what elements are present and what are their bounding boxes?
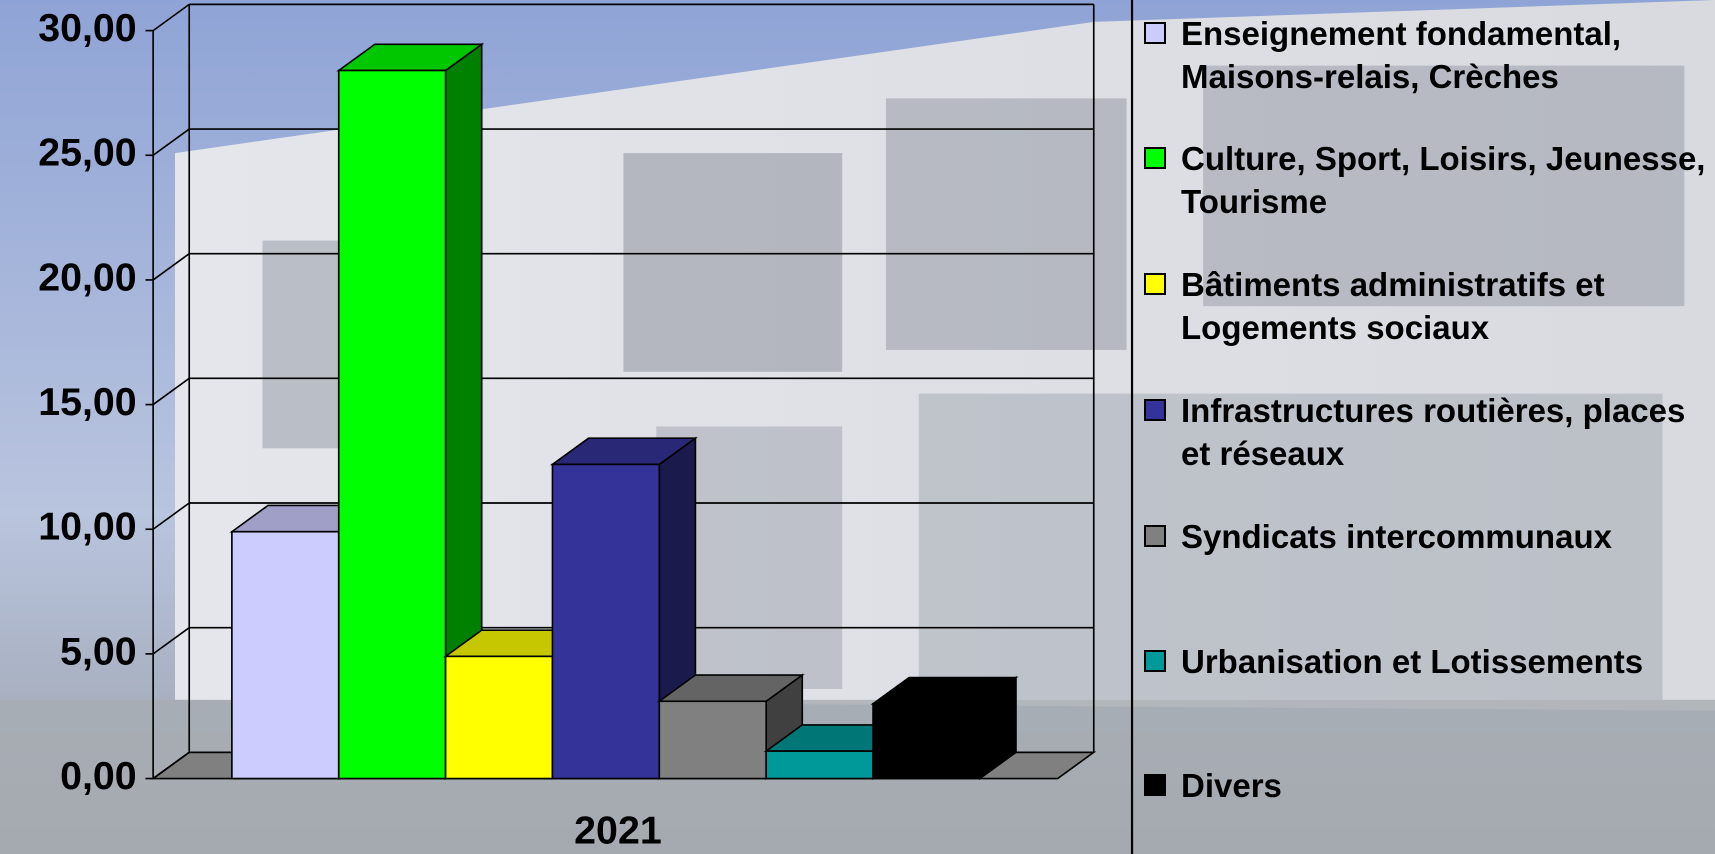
grid-line — [152, 253, 190, 281]
legend-swatch — [1144, 399, 1166, 421]
grid-line — [152, 3, 190, 32]
bar — [656, 673, 805, 781]
legend-swatch — [1144, 22, 1166, 44]
bars — [229, 42, 1019, 781]
grid-line — [152, 377, 190, 406]
y-tick-label: 25,00 — [38, 131, 137, 175]
bar-front — [231, 530, 340, 780]
x-tick-label: 2021 — [574, 809, 662, 853]
bar-front — [444, 655, 554, 780]
y-tick-label: 20,00 — [38, 255, 137, 299]
y-tick-label: 0,00 — [60, 754, 137, 798]
legend-swatch — [1144, 525, 1166, 547]
legend-swatch — [1144, 273, 1166, 295]
legend-label: Infrastructures routières, places et rés… — [1181, 392, 1686, 472]
legend-label: Urbanisation et Lotissements — [1181, 643, 1644, 680]
bar — [870, 675, 1019, 781]
legend-label: Bâtiments administratifs et Logements so… — [1181, 266, 1605, 346]
bar — [549, 436, 698, 781]
bar-front — [765, 750, 874, 780]
bar-front — [658, 700, 767, 780]
grid-line — [152, 751, 190, 780]
bar-front — [551, 463, 661, 780]
bar-front — [337, 69, 447, 780]
grid-line — [152, 128, 190, 156]
legend-swatch — [1144, 147, 1166, 169]
y-tick-label: 30,00 — [38, 6, 137, 50]
grid-line — [152, 626, 190, 655]
bar — [336, 42, 485, 781]
legend-swatch — [1144, 774, 1166, 796]
legend-label: Culture, Sport, Loisirs, Jeunesse, Touri… — [1181, 140, 1706, 220]
legend: Enseignement fondamental, Maisons-relais… — [1140, 0, 1715, 854]
legend-label: Enseignement fondamental, Maisons-relais… — [1181, 15, 1622, 95]
bar-front — [872, 702, 981, 780]
y-tick-label: 15,00 — [38, 380, 137, 424]
y-tick-label: 5,00 — [60, 629, 137, 673]
legend-label: Divers — [1181, 767, 1282, 804]
legend-swatch — [1144, 650, 1166, 672]
grid-line — [152, 502, 190, 530]
y-tick-label: 10,00 — [38, 505, 137, 549]
legend-label: Syndicats intercommunaux — [1181, 518, 1612, 555]
